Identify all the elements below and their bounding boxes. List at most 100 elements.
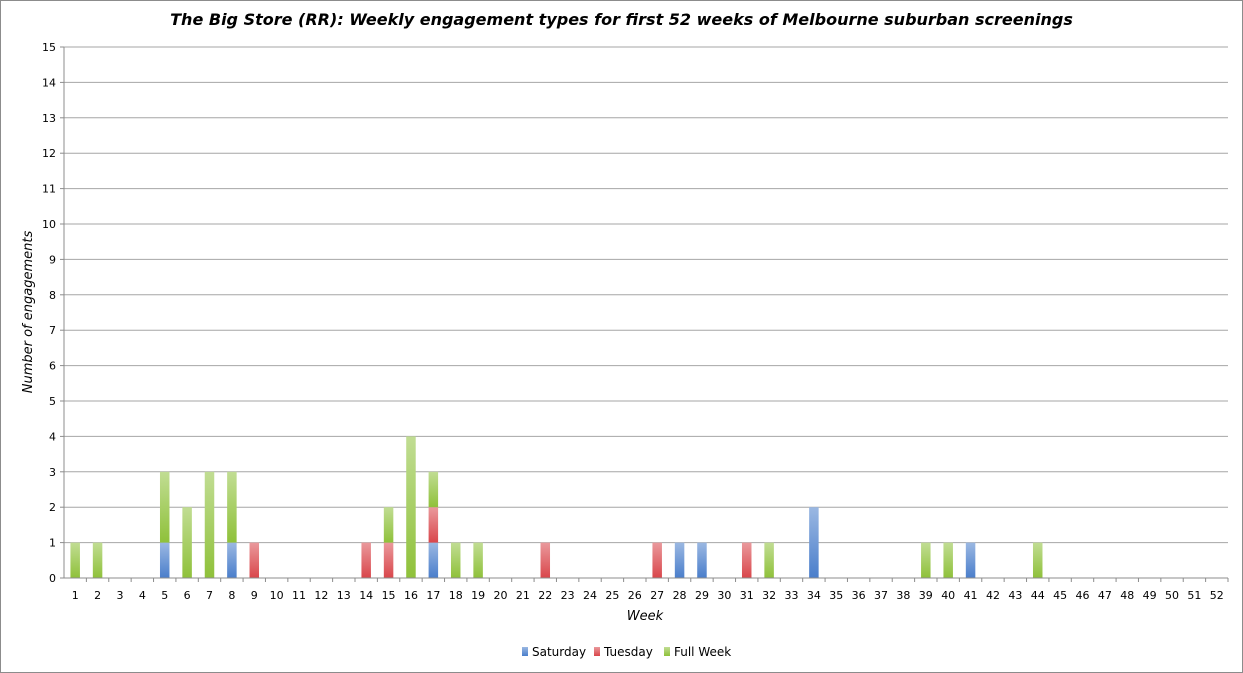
bar-full-week-week-15 — [383, 507, 394, 543]
legend-swatch — [522, 647, 528, 656]
x-tick-label: 35 — [829, 589, 843, 602]
bar-saturday-week-41 — [965, 542, 976, 578]
x-tick-label: 44 — [1031, 589, 1045, 602]
y-tick-label: 13 — [42, 112, 56, 125]
x-tick-label: 11 — [292, 589, 306, 602]
x-tick-label: 47 — [1098, 589, 1112, 602]
x-tick-label: 26 — [628, 589, 642, 602]
x-tick-label: 38 — [896, 589, 910, 602]
x-tick-label: 31 — [740, 589, 754, 602]
x-tick-label: 37 — [874, 589, 888, 602]
bar-full-week-week-40 — [943, 542, 953, 578]
legend-item-full-week: Full Week — [664, 645, 731, 659]
bar-full-week-week-16 — [406, 436, 416, 578]
y-tick-label: 6 — [49, 360, 56, 373]
x-tick-label: 6 — [184, 589, 191, 602]
x-tick-label: 29 — [695, 589, 709, 602]
x-tick-label: 30 — [717, 589, 731, 602]
y-tick-label: 12 — [42, 147, 56, 160]
legend-item-saturday: Saturday — [522, 645, 586, 659]
y-tick-label: 7 — [49, 324, 56, 337]
y-tick-label: 8 — [49, 289, 56, 302]
x-tick-label: 43 — [1008, 589, 1022, 602]
x-tick-label: 42 — [986, 589, 1000, 602]
legend-label: Saturday — [532, 645, 586, 659]
x-tick-label: 52 — [1210, 589, 1224, 602]
x-tick-label: 25 — [605, 589, 619, 602]
bar-tuesday-week-27 — [652, 542, 662, 578]
x-tick-label: 27 — [650, 589, 664, 602]
bars — [70, 436, 1043, 578]
x-tick-label: 28 — [673, 589, 687, 602]
bar-full-week-week-17 — [428, 471, 439, 508]
y-tick-label: 4 — [49, 430, 56, 443]
x-tick-label: 23 — [561, 589, 575, 602]
x-tick-label: 34 — [807, 589, 821, 602]
x-tick-label: 40 — [941, 589, 955, 602]
legend-swatch — [664, 647, 670, 656]
x-tick-label: 48 — [1120, 589, 1134, 602]
bar-tuesday-week-14 — [361, 542, 371, 578]
x-tick-label: 1 — [72, 589, 79, 602]
legend-swatch — [594, 647, 600, 656]
bar-full-week-week-18 — [450, 542, 461, 578]
x-tick-label: 21 — [516, 589, 530, 602]
bar-saturday-week-34 — [809, 507, 819, 578]
x-tick-label: 14 — [359, 589, 373, 602]
bar-full-week-week-32 — [764, 542, 774, 578]
bar-full-week-week-6 — [182, 507, 192, 578]
chart-title: The Big Store (RR): Weekly engagement ty… — [170, 10, 1073, 29]
y-tick-label: 2 — [49, 501, 56, 514]
x-tick-label: 2 — [94, 589, 101, 602]
grid-lines — [64, 46, 1228, 579]
x-tick-label: 3 — [116, 589, 123, 602]
bar-full-week-week-39 — [921, 542, 931, 578]
bar-full-week-week-1 — [70, 542, 80, 578]
bar-saturday-week-17 — [428, 542, 439, 578]
x-axis-label: Week — [627, 609, 664, 624]
bar-full-week-week-19 — [473, 542, 483, 578]
bar-tuesday-week-15 — [383, 542, 394, 578]
y-tick-label: 5 — [49, 395, 56, 408]
x-tick-label: 7 — [206, 589, 213, 602]
y-tick-label: 9 — [49, 253, 56, 266]
x-tick-label: 13 — [337, 589, 351, 602]
bar-tuesday-week-9 — [249, 542, 260, 578]
x-tick-label: 20 — [494, 589, 508, 602]
x-tick-label: 39 — [919, 589, 933, 602]
bar-saturday-week-28 — [674, 542, 685, 578]
y-tick-label: 0 — [49, 572, 56, 585]
x-tick-label: 51 — [1187, 589, 1201, 602]
legend: Saturday Tuesday Full Week — [522, 645, 731, 659]
y-tick-label: 11 — [42, 183, 56, 196]
x-tick-label: 45 — [1053, 589, 1067, 602]
x-tick-label: 18 — [449, 589, 463, 602]
bar-tuesday-week-31 — [741, 542, 752, 578]
legend-item-tuesday: Tuesday — [594, 645, 653, 659]
x-tick-label: 17 — [426, 589, 440, 602]
bar-full-week-week-5 — [159, 471, 170, 543]
legend-label: Tuesday — [603, 645, 653, 659]
x-tick-label: 9 — [251, 589, 258, 602]
y-tick-label: 15 — [42, 41, 56, 54]
bar-full-week-week-7 — [204, 471, 215, 578]
x-tick-label: 16 — [404, 589, 418, 602]
x-tick-label: 19 — [471, 589, 485, 602]
bar-full-week-week-44 — [1032, 542, 1043, 578]
bar-saturday-week-5 — [159, 542, 170, 578]
x-tick-label: 15 — [382, 589, 396, 602]
x-tick-label: 12 — [314, 589, 328, 602]
x-tick-label: 8 — [228, 589, 235, 602]
x-tick-label: 22 — [538, 589, 552, 602]
x-tick-label: 33 — [785, 589, 799, 602]
bar-saturday-week-8 — [227, 542, 237, 578]
x-tick-label: 10 — [270, 589, 284, 602]
x-tick-label: 49 — [1143, 589, 1157, 602]
y-tick-label: 14 — [42, 76, 56, 89]
y-tick-label: 1 — [49, 537, 56, 550]
x-tick-label: 36 — [852, 589, 866, 602]
legend-label: Full Week — [674, 645, 731, 659]
bar-full-week-week-2 — [92, 542, 103, 578]
